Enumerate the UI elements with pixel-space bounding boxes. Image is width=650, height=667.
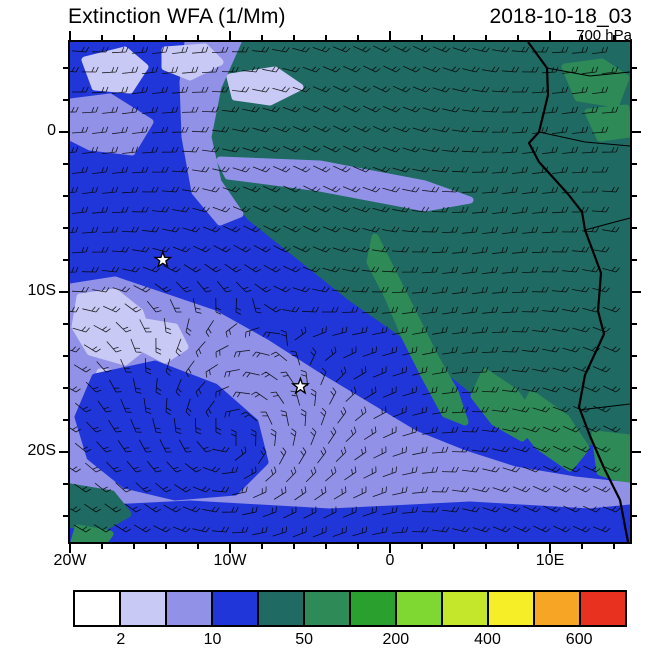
field-region — [81, 46, 149, 94]
country-border — [578, 403, 630, 411]
axis-tick — [632, 323, 637, 325]
axis-tick — [59, 451, 68, 453]
country-border — [546, 67, 630, 77]
axis-tick — [261, 544, 263, 549]
plot-title: Extinction WFA (1/Mm) — [68, 5, 286, 28]
map-canvas — [70, 42, 630, 542]
colorbar-cell — [351, 592, 397, 625]
colorbar-tick-label: 50 — [295, 631, 314, 648]
axis-tick — [421, 544, 423, 549]
axis-tick — [517, 544, 519, 549]
colorbar-cell — [213, 592, 259, 625]
axis-tick — [69, 31, 71, 40]
axis-tick — [389, 31, 391, 40]
colorbar — [73, 590, 627, 627]
field-region — [216, 156, 474, 212]
axis-tick — [549, 31, 551, 40]
axis-tick — [549, 544, 551, 553]
colorbar-cell — [259, 592, 305, 625]
field-region — [584, 104, 630, 142]
colorbar-cell — [535, 592, 581, 625]
axis-tick — [613, 544, 615, 549]
axis-tick — [632, 67, 637, 69]
colorbar-cell — [167, 592, 213, 625]
colorbar-cell — [121, 592, 167, 625]
axis-tick — [197, 544, 199, 549]
colorbar-cell — [489, 592, 535, 625]
axis-tick — [632, 355, 637, 357]
field-region — [70, 500, 630, 542]
y-axis-label: 20S — [27, 442, 56, 459]
axis-tick — [581, 544, 583, 549]
axis-tick — [133, 544, 135, 549]
axis-tick — [632, 227, 637, 229]
axis-tick — [632, 195, 637, 197]
axis-tick — [59, 131, 68, 133]
star-marker — [290, 376, 310, 395]
axis-tick — [632, 451, 641, 453]
colorbar-tick-label: 200 — [382, 631, 410, 648]
colorbar-tick-label: 2 — [116, 631, 126, 648]
country-border — [584, 217, 630, 231]
axis-tick — [389, 544, 391, 553]
field-region — [70, 483, 132, 534]
x-axis-label: 0 — [385, 552, 395, 569]
axis-tick — [632, 419, 637, 421]
axis-tick — [69, 544, 71, 553]
axis-tick — [485, 544, 487, 549]
field-region — [366, 233, 469, 426]
axis-tick — [101, 544, 103, 549]
star-marker — [153, 249, 173, 269]
colorbar-cell — [305, 592, 351, 625]
axis-tick — [229, 31, 231, 40]
axis-tick — [293, 544, 295, 549]
axis-tick — [632, 291, 641, 293]
colorbar-labels: 2 10 50 200 400 600 — [75, 631, 625, 653]
axis-tick — [59, 291, 68, 293]
colorbar-tick-label: 600 — [565, 631, 593, 648]
map-frame — [68, 40, 632, 544]
axis-tick — [357, 544, 359, 549]
axis-tick — [632, 99, 637, 101]
colorbar-tick-label: 400 — [474, 631, 501, 648]
colorbar-tick-label: 10 — [203, 631, 222, 648]
axis-tick — [632, 515, 637, 517]
valid-datetime: 2018-10-18_03 — [489, 5, 632, 28]
field-region — [74, 360, 269, 501]
axis-tick — [632, 163, 637, 165]
axis-tick — [453, 544, 455, 549]
axis-tick — [632, 387, 637, 389]
wind-barbs — [70, 45, 621, 538]
colorbar-cell — [397, 592, 443, 625]
axis-tick — [325, 544, 327, 549]
field-region — [161, 43, 224, 81]
field-region — [591, 430, 630, 486]
axis-tick — [229, 544, 231, 553]
y-axis-label: 0 — [47, 122, 56, 139]
axis-tick — [632, 131, 641, 133]
colorbar-cell — [75, 592, 121, 625]
field-region — [226, 66, 304, 106]
coastline — [527, 42, 630, 542]
x-axis-label: 20W — [53, 552, 87, 569]
field-region — [70, 524, 114, 542]
country-border — [538, 131, 630, 147]
colorbar-cell — [443, 592, 489, 625]
axis-tick — [632, 259, 637, 261]
x-axis-label: 10E — [535, 552, 565, 569]
colorbar-cell — [581, 592, 625, 625]
axis-tick — [632, 483, 637, 485]
pressure-level: 700 hPa — [576, 27, 632, 44]
x-axis-label: 10W — [213, 552, 247, 569]
axis-tick — [165, 544, 167, 549]
y-axis-label: 10S — [27, 282, 56, 299]
